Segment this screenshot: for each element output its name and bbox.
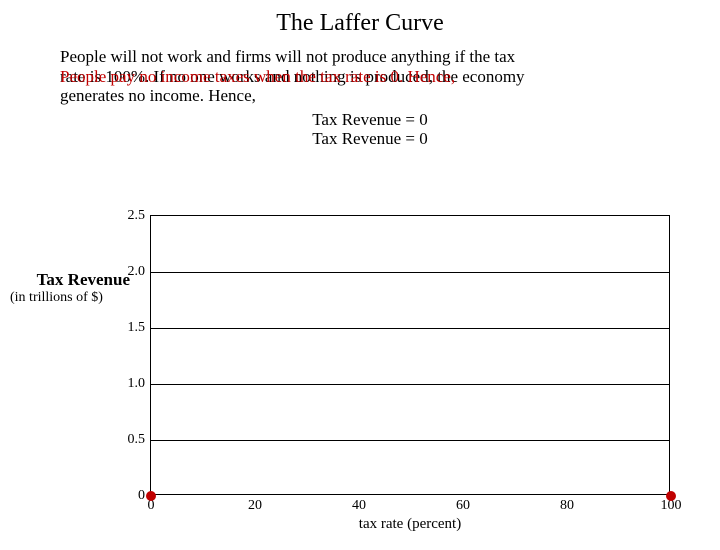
text-line-2-overlap: rate is 100%. If no one works and nothin… [60, 67, 680, 87]
gridline [151, 384, 669, 385]
text-line-2-black: rate is 100%. If no one works and nothin… [60, 67, 525, 86]
laffer-chart: Tax Revenue (in trillions of $) tax rate… [0, 210, 720, 540]
y-axis-label: Tax Revenue [10, 270, 130, 290]
y-tick-label: 2.5 [128, 208, 146, 224]
y-tick-label: 1.5 [128, 320, 146, 336]
y-tick-label: 2.0 [128, 264, 146, 280]
y-tick-label: 1.0 [128, 376, 146, 392]
y-axis-sublabel: (in trillions of $) [10, 290, 130, 306]
y-tick-label: 0.5 [128, 432, 146, 448]
text-line-1: People will not work and firms will not … [60, 47, 680, 67]
gridline [151, 328, 669, 329]
plot-area: tax rate (percent) 00.51.01.52.02.502040… [150, 215, 670, 495]
equation-1: Tax Revenue = 0 [60, 110, 680, 130]
x-tick-label: 40 [352, 498, 366, 514]
x-tick-label: 60 [456, 498, 470, 514]
text-line-3: generates no income. Hence, [60, 86, 680, 106]
y-tick-label: 0 [138, 488, 145, 504]
gridline [151, 272, 669, 273]
page-title: The Laffer Curve [0, 10, 720, 37]
x-axis-label: tax rate (percent) [359, 516, 461, 533]
explanatory-text: People will not work and firms will not … [60, 47, 680, 149]
x-tick-label: 20 [248, 498, 262, 514]
data-point [666, 491, 676, 501]
equation-2: Tax Revenue = 0 [60, 129, 680, 149]
gridline [151, 440, 669, 441]
data-point [146, 491, 156, 501]
x-tick-label: 80 [560, 498, 574, 514]
